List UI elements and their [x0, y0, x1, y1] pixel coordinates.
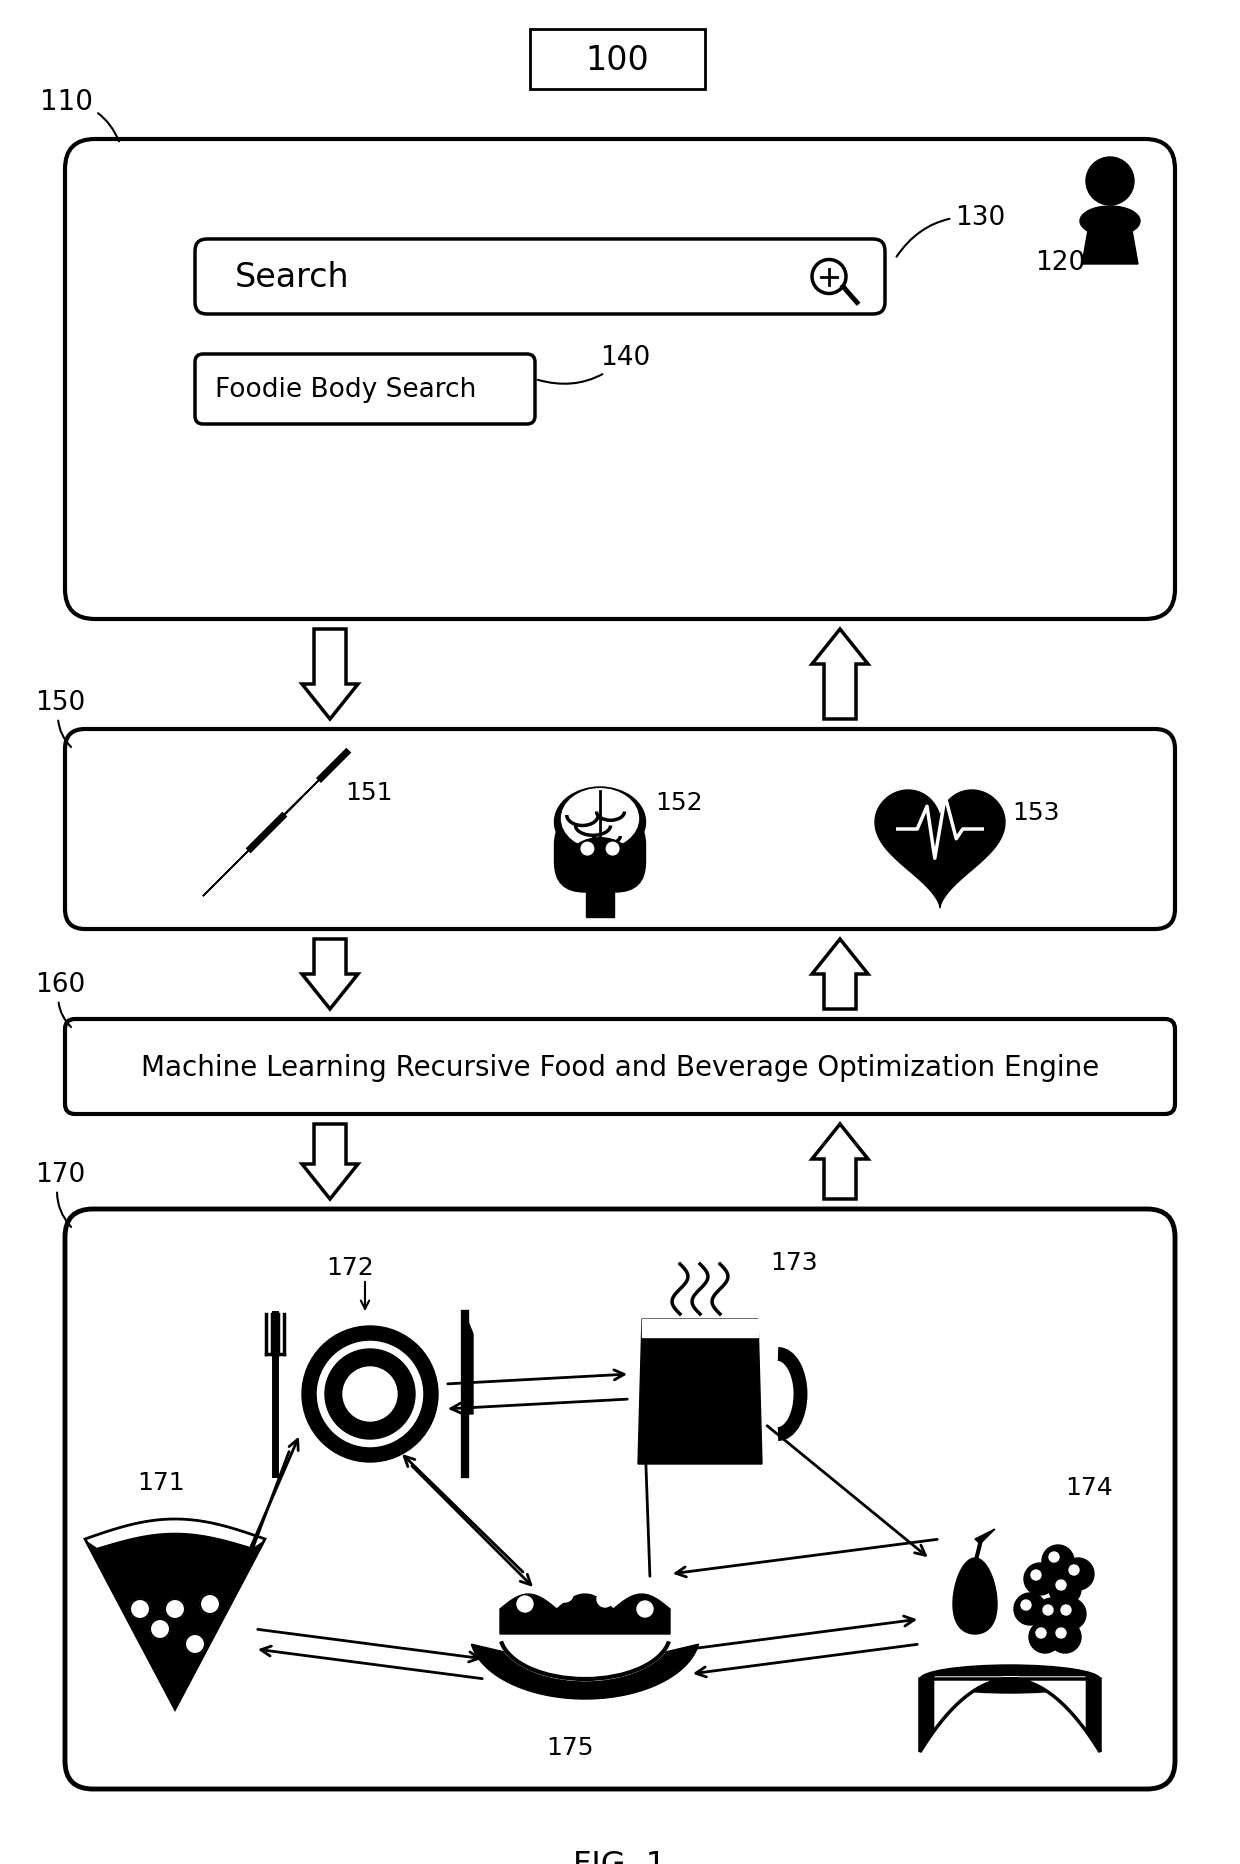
Circle shape — [325, 1350, 415, 1439]
Polygon shape — [812, 630, 868, 720]
Circle shape — [1029, 1622, 1061, 1653]
Circle shape — [315, 1338, 425, 1448]
Polygon shape — [812, 939, 868, 1010]
Polygon shape — [303, 630, 358, 720]
Circle shape — [1061, 1605, 1071, 1614]
Circle shape — [1069, 1566, 1079, 1575]
Polygon shape — [875, 790, 1004, 908]
Ellipse shape — [554, 788, 646, 857]
Polygon shape — [303, 939, 358, 1010]
Text: 174: 174 — [1065, 1474, 1112, 1499]
Circle shape — [185, 1635, 205, 1653]
Polygon shape — [639, 1320, 763, 1465]
Polygon shape — [303, 1124, 358, 1199]
Circle shape — [1049, 1573, 1081, 1605]
Bar — [587, 889, 614, 917]
Bar — [642, 1320, 758, 1336]
Circle shape — [1056, 1627, 1066, 1638]
Circle shape — [1042, 1545, 1074, 1577]
Circle shape — [1035, 1627, 1047, 1638]
Text: 110: 110 — [40, 88, 119, 142]
Text: 170: 170 — [35, 1161, 86, 1227]
Circle shape — [1030, 1569, 1042, 1581]
Circle shape — [1049, 1553, 1059, 1562]
Text: 120: 120 — [1035, 242, 1099, 276]
Circle shape — [596, 1592, 613, 1607]
Text: FIG. 1: FIG. 1 — [573, 1849, 667, 1864]
Text: 160: 160 — [35, 971, 86, 1027]
Circle shape — [1014, 1594, 1047, 1625]
Polygon shape — [975, 1528, 994, 1543]
Text: 175: 175 — [547, 1735, 594, 1760]
Polygon shape — [267, 785, 315, 833]
Text: Search: Search — [236, 261, 350, 295]
Circle shape — [1086, 158, 1135, 205]
Circle shape — [1054, 1597, 1086, 1631]
Text: 172: 172 — [326, 1254, 374, 1279]
Polygon shape — [954, 1558, 997, 1635]
Polygon shape — [465, 1314, 472, 1415]
Text: 152: 152 — [655, 790, 703, 815]
Circle shape — [517, 1596, 533, 1612]
Polygon shape — [920, 1679, 1100, 1752]
Polygon shape — [1083, 220, 1138, 265]
Text: Machine Learning Recursive Food and Beverage Optimization Engine: Machine Learning Recursive Food and Beve… — [141, 1053, 1099, 1081]
Polygon shape — [267, 762, 337, 833]
Text: 151: 151 — [345, 781, 393, 805]
Text: 100: 100 — [585, 43, 650, 76]
Circle shape — [1043, 1605, 1053, 1614]
Circle shape — [1021, 1599, 1030, 1610]
Circle shape — [165, 1599, 185, 1620]
Text: 150: 150 — [35, 690, 86, 747]
Circle shape — [1061, 1558, 1094, 1590]
Circle shape — [637, 1601, 653, 1618]
Text: 153: 153 — [1012, 800, 1059, 824]
FancyBboxPatch shape — [554, 816, 646, 893]
Polygon shape — [471, 1644, 698, 1700]
FancyBboxPatch shape — [195, 240, 885, 315]
Ellipse shape — [1080, 207, 1140, 237]
Circle shape — [1024, 1564, 1056, 1596]
FancyBboxPatch shape — [64, 140, 1176, 619]
Text: 140: 140 — [538, 345, 650, 384]
Circle shape — [150, 1620, 170, 1638]
Circle shape — [606, 843, 619, 856]
Polygon shape — [812, 1124, 868, 1199]
FancyBboxPatch shape — [64, 1020, 1176, 1115]
FancyBboxPatch shape — [64, 729, 1176, 930]
Text: 130: 130 — [897, 205, 1006, 257]
Ellipse shape — [920, 1665, 1100, 1693]
FancyBboxPatch shape — [64, 1210, 1176, 1789]
Polygon shape — [500, 1594, 670, 1635]
Circle shape — [303, 1327, 438, 1461]
Ellipse shape — [570, 839, 630, 876]
Polygon shape — [86, 1519, 265, 1547]
Circle shape — [1049, 1622, 1081, 1653]
Circle shape — [343, 1368, 397, 1420]
Circle shape — [557, 1586, 573, 1603]
Ellipse shape — [562, 788, 639, 848]
Circle shape — [200, 1594, 219, 1614]
Text: Foodie Body Search: Foodie Body Search — [215, 377, 476, 403]
Bar — [529, 30, 706, 89]
FancyBboxPatch shape — [195, 354, 534, 425]
Polygon shape — [86, 1519, 265, 1709]
Text: 171: 171 — [136, 1471, 185, 1495]
Circle shape — [1035, 1597, 1068, 1631]
Polygon shape — [935, 1678, 1085, 1728]
Polygon shape — [278, 794, 305, 822]
Circle shape — [1056, 1581, 1066, 1590]
Circle shape — [582, 843, 594, 856]
Circle shape — [130, 1599, 150, 1620]
Text: 173: 173 — [770, 1251, 817, 1275]
Polygon shape — [203, 785, 315, 897]
